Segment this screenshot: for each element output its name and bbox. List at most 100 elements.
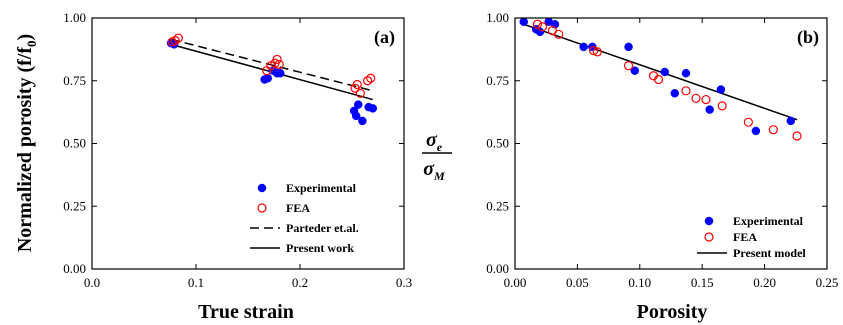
- data-point-experimental: [630, 66, 640, 75]
- y-axis-label-a-end: ): [14, 34, 36, 41]
- data-point-experimental: [535, 27, 545, 37]
- y-axis-label-a-main: Normalized porosity (f/f: [14, 47, 36, 252]
- data-point-fea: [592, 47, 602, 57]
- x-tick-label: 0.25: [816, 275, 839, 290]
- data-point-fea: [532, 19, 543, 29]
- data-point-fea: [768, 125, 778, 135]
- y-tick-label: 0.25: [486, 198, 509, 213]
- y-axis-label-b-numerator: σe: [426, 129, 443, 154]
- data-points-a: [166, 33, 378, 126]
- data-point-fea: [537, 22, 548, 32]
- panel-label-b: (b): [797, 27, 819, 48]
- data-point-experimental: [786, 116, 796, 126]
- data-point-fea: [272, 54, 282, 65]
- data-point-fea: [653, 74, 664, 85]
- y-axis-label-b: σe σM: [422, 129, 452, 183]
- data-point-experimental: [660, 67, 670, 77]
- data-point-fea: [701, 94, 711, 105]
- legend-marker-swatch: [257, 203, 267, 213]
- y-axis-label-b-denominator: σM: [423, 158, 445, 183]
- y-axis-label-b-den-symbol: σ: [423, 158, 435, 180]
- axis-ticks-b: 0.00 0.05 0.10 0.15 0.20 0.25 0.00 0.25 0.50 0.75…: [486, 10, 838, 290]
- y-axis-label-a: Normalized porosity (f/f0): [14, 34, 39, 252]
- data-point-experimental: [358, 116, 367, 126]
- legend-label: FEA: [733, 230, 757, 244]
- data-point-experimental: [275, 68, 285, 78]
- x-axis-label-b: Porosity: [637, 301, 708, 323]
- data-point-experimental: [368, 104, 378, 113]
- y-axis-label-a-sub: 0: [24, 41, 39, 48]
- data-point-experimental: [353, 100, 363, 109]
- x-tick-label: 0.05: [566, 275, 589, 290]
- y-tick-label: 0.75: [63, 73, 86, 88]
- x-tick-label: 0.00: [504, 275, 527, 290]
- data-point-experimental: [624, 42, 633, 52]
- y-tick-label: 0.00: [63, 261, 86, 276]
- x-tick-label: 0.0: [84, 275, 100, 290]
- legend-label: Present work: [286, 241, 354, 255]
- data-point-fea: [717, 101, 727, 111]
- data-point-fea: [355, 88, 365, 98]
- plot-frame-b: [514, 17, 828, 270]
- y-tick-label: 0.00: [486, 261, 509, 276]
- y-tick-label: 1.00: [63, 10, 86, 25]
- data-point-experimental: [351, 111, 361, 121]
- data-point-fea: [363, 76, 373, 86]
- chart-panel-b: 0.00 0.05 0.10 0.15 0.20 0.25 0.00 0.25 0.50 0.75…: [422, 10, 838, 323]
- plot-border: [91, 17, 405, 270]
- y-tick-label: 0.50: [63, 136, 86, 151]
- data-point-fea: [352, 79, 362, 90]
- y-axis-label-b-den-sub: M: [433, 169, 445, 183]
- data-point-fea: [691, 93, 701, 103]
- data-point-experimental: [681, 68, 691, 78]
- data-point-fea: [173, 33, 183, 43]
- y-axis-label-b-num-sub: e: [437, 140, 443, 154]
- chart-panel-a: 0.0 0.1 0.2 0.3 0.00 0.25 0.50 0.75 1.00 (a) Tru…: [14, 10, 412, 323]
- legend-marker-swatch: [704, 216, 714, 226]
- data-point-fea: [792, 131, 802, 141]
- legend-a: Experimental FEA Parteder et.al. Present wo…: [250, 181, 359, 255]
- data-point-experimental: [579, 42, 588, 52]
- legend-b: Experimental FEA Present model: [697, 214, 806, 260]
- y-tick-label: 0.50: [486, 136, 509, 151]
- data-point-fea: [366, 73, 376, 83]
- plot-frame-a: [91, 17, 405, 270]
- y-tick-label: 0.25: [63, 198, 86, 213]
- legend-label: FEA: [286, 201, 310, 215]
- legend-label: Parteder et.al.: [286, 221, 359, 235]
- data-point-experimental: [519, 17, 528, 27]
- legend-label: Experimental: [733, 214, 804, 228]
- data-point-experimental: [670, 89, 679, 98]
- data-point-experimental: [263, 73, 273, 83]
- data-point-fea: [623, 61, 634, 71]
- legend-label: Experimental: [286, 181, 357, 195]
- x-tick-label: 0.3: [396, 275, 412, 290]
- data-point-fea: [589, 46, 599, 56]
- y-tick-label: 1.00: [486, 10, 509, 25]
- data-point-experimental: [705, 105, 714, 114]
- y-tick-label: 0.75: [486, 73, 509, 88]
- data-point-fea: [681, 86, 691, 96]
- x-tick-label: 0.10: [628, 275, 651, 290]
- plot-border: [514, 17, 828, 270]
- data-point-experimental: [751, 126, 761, 136]
- data-point-experimental: [716, 85, 726, 94]
- legend-marker-swatch: [257, 183, 267, 193]
- legend-marker-swatch: [704, 232, 714, 242]
- y-axis-label-b-num-symbol: σ: [426, 129, 438, 151]
- data-point-fea: [170, 35, 180, 46]
- series-line-present-model: [523, 23, 798, 121]
- data-points-b: [519, 17, 802, 141]
- data-point-fea: [274, 59, 284, 70]
- data-point-fea: [743, 117, 753, 127]
- x-tick-label: 0.15: [691, 275, 714, 290]
- data-point-fea: [554, 29, 564, 39]
- x-tick-label: 0.20: [753, 275, 776, 290]
- x-tick-label: 0.1: [188, 275, 204, 290]
- x-axis-label-a: True strain: [198, 301, 294, 323]
- legend-label: Present model: [733, 246, 806, 260]
- fit-lines-b: [523, 23, 798, 121]
- x-tick-label: 0.2: [292, 275, 308, 290]
- panel-label-a: (a): [374, 27, 395, 48]
